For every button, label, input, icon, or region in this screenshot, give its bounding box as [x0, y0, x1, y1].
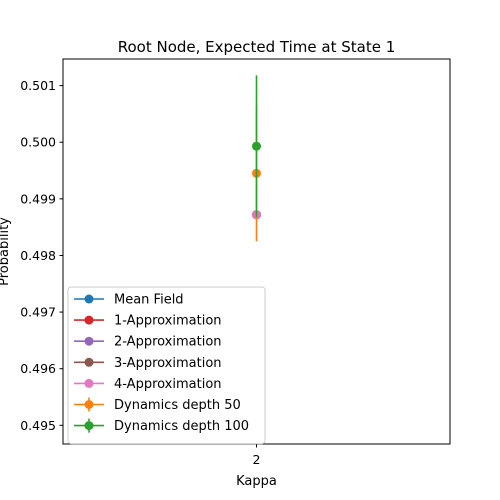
- chart-title: Root Node, Expected Time at State 1: [118, 38, 396, 56]
- data-point: [252, 142, 261, 151]
- legend-label: Dynamics depth 50: [114, 398, 241, 413]
- y-tick-label: 0.500: [20, 135, 56, 150]
- x-axis-label: Kappa: [236, 474, 277, 489]
- y-tick-label: 0.499: [20, 191, 56, 206]
- legend-marker: [85, 400, 94, 409]
- legend-label: 1-Approximation: [114, 314, 222, 329]
- y-tick-label: 0.495: [20, 418, 56, 433]
- legend: Mean Field 1-Approximation 2-Approximation…: [68, 287, 265, 444]
- legend-label: 3-Approximation: [114, 356, 222, 371]
- y-tick-label: 0.496: [20, 361, 56, 376]
- y-axis-label: Probability: [0, 217, 12, 286]
- legend-label: Mean Field: [114, 293, 184, 308]
- legend-label: Dynamics depth 100: [114, 419, 249, 434]
- legend-marker: [85, 358, 94, 367]
- legend-marker: [85, 337, 94, 346]
- legend-label: 2-Approximation: [114, 335, 222, 350]
- legend-label: 4-Approximation: [114, 377, 222, 392]
- legend-marker: [85, 316, 94, 325]
- legend-marker: [85, 421, 94, 430]
- legend-marker: [85, 295, 94, 304]
- y-tick-label: 0.501: [20, 78, 56, 93]
- y-tick-label: 0.498: [20, 248, 56, 263]
- y-tick-label: 0.497: [20, 305, 56, 320]
- legend-marker: [85, 379, 94, 388]
- x-tick-label: 2: [253, 452, 261, 467]
